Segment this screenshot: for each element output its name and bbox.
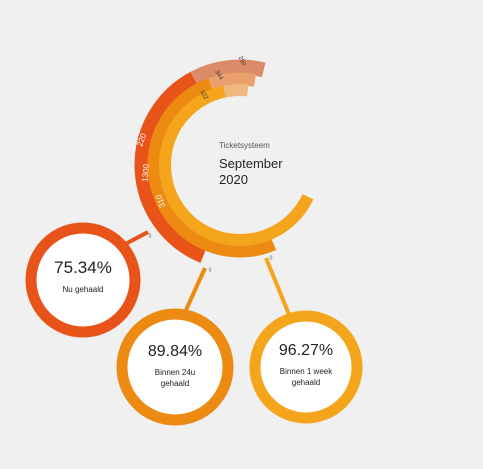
axis-zero-label: 0 [209,267,212,273]
kpi-label-line: Binnen 24u [154,368,196,377]
ring-achieved-segment [159,85,314,246]
kpi-now-achieved: 75.34% Nu gehaald [31,228,135,332]
kpi-within-24h: 89.84% Binnen 24u gehaald [121,313,229,421]
kpi-label-line: gehaald [160,379,190,388]
ring-achieved-segment [147,78,277,258]
kpi-label: Binnen 24u gehaald [121,367,229,389]
axis-zero-label: 0 [149,233,152,239]
kpi-value: 75.34% [54,258,112,277]
kpi-label-line: Binnen 1 week [279,367,333,376]
ring-end-label: 322 [198,90,209,102]
kpi-value: 96.27% [278,342,334,359]
kpi-value: 89.84% [147,343,203,360]
ring-end-label: 292 [237,55,247,67]
ring-end-label: 344 [213,69,224,81]
kpi-label: Nu gehaald [62,285,104,294]
axis-zero-label: 0 [270,255,273,261]
ring-achieved-segment [134,71,207,263]
kpi-within-1-week: 96.27% Binnen 1 week gehaald [254,315,358,419]
kpi-ring [116,308,234,426]
connector-line [184,267,207,311]
chart-period: September 2020 [219,156,283,188]
ring-remaining-segment [208,72,257,91]
ring-value-label: 220 [135,132,148,148]
period-month: September [219,156,283,171]
ring-value-label: 310 [154,193,167,209]
kpi-ring [25,222,141,338]
period-year: 2020 [219,172,248,187]
kpi-ring [249,310,363,424]
connector-line [264,257,292,318]
ring-value-label: 1300 [140,163,151,182]
ring-remaining-segment [190,59,266,86]
kpi-label: Binnen 1 week gehaald [254,366,358,388]
kpi-label-line: gehaald [291,378,321,387]
ring-remaining-segment [223,84,249,98]
chart-caption: Ticketsysteem [219,141,270,150]
